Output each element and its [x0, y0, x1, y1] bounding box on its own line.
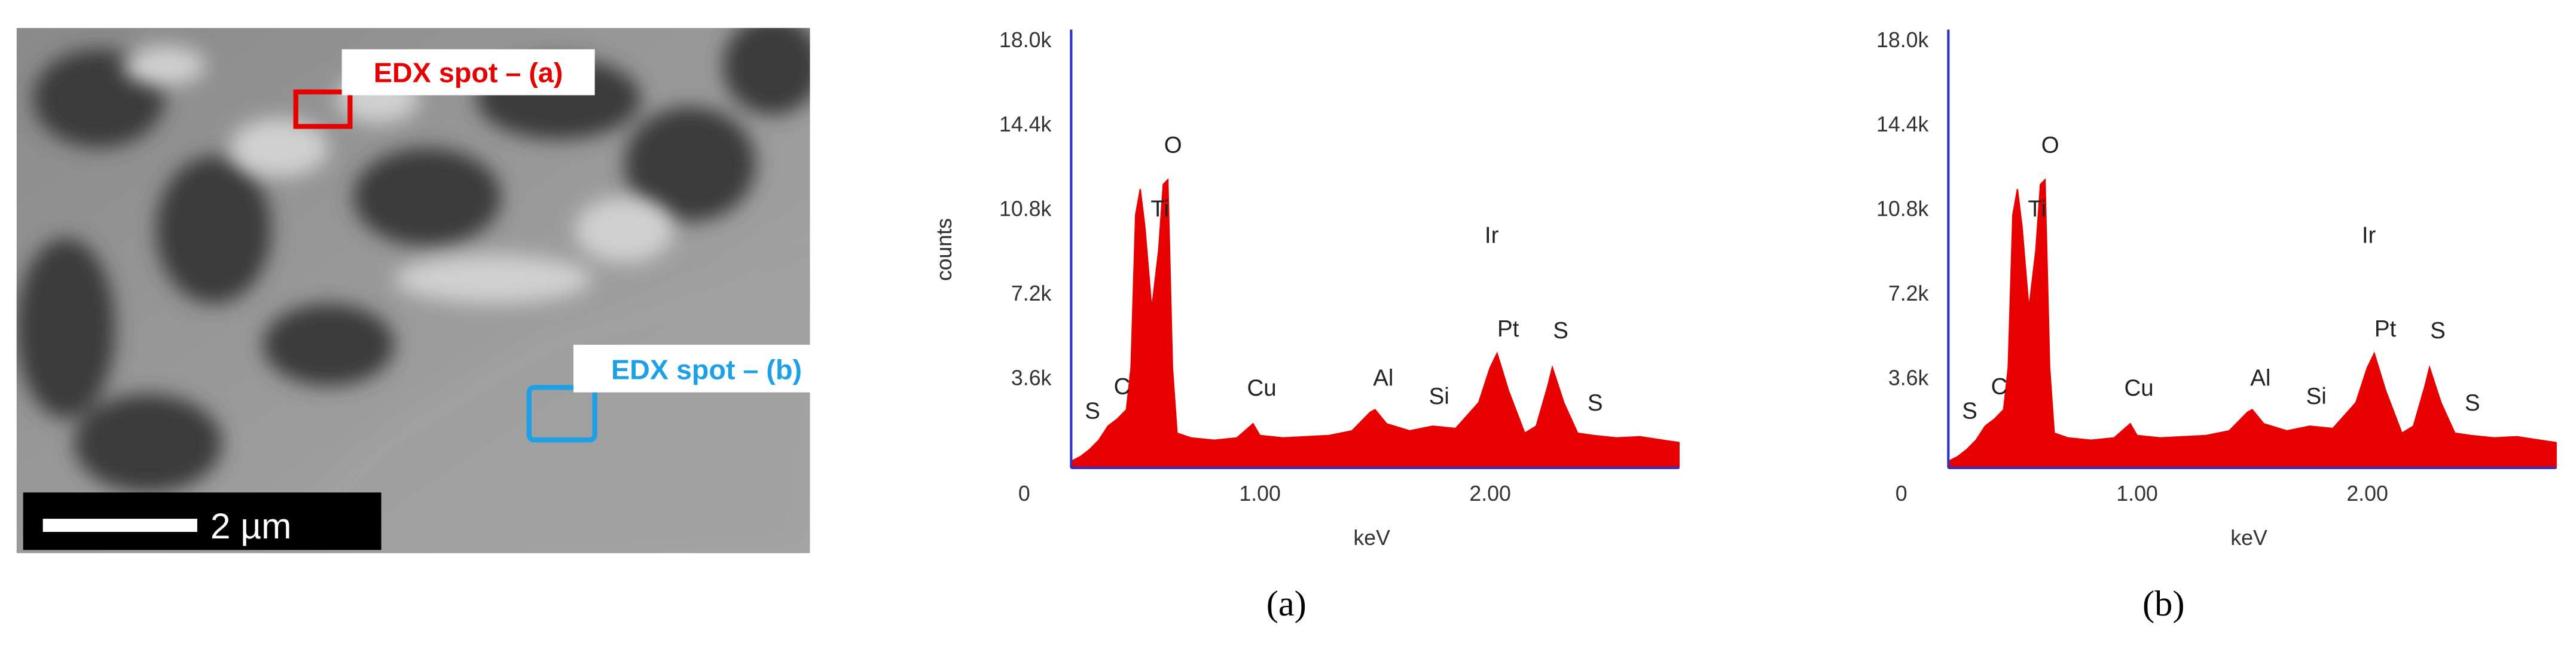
y-tick-label: 18.0k	[1876, 28, 1928, 52]
y-tick-label: 3.6k	[1888, 366, 1929, 390]
y-tick-label: 7.2k	[1011, 281, 1052, 305]
peak-label: S	[1588, 390, 1603, 416]
spot-label-a: EDX spot – (a)	[374, 57, 563, 88]
x-axis-label: keV	[1353, 526, 1390, 550]
peak-label: Cu	[1247, 375, 1276, 401]
x-tick-label: 1.00	[2116, 482, 2158, 506]
peak-label: Ti	[2028, 197, 2046, 222]
x-tick-label: 2.00	[2346, 482, 2388, 506]
peak-label: O	[2041, 132, 2059, 158]
peak-label: S	[1962, 399, 1977, 424]
peak-label: Si	[2306, 384, 2327, 409]
x-tick-label: 2.00	[1469, 482, 1510, 506]
y-axis-label: counts	[932, 218, 956, 281]
scale-bar	[42, 519, 197, 532]
peak-label: S	[2430, 318, 2446, 344]
x-axis-label: keV	[2230, 526, 2267, 550]
caption: (b)	[2142, 584, 2184, 624]
y-tick-label: 14.4k	[999, 112, 1051, 136]
peak-label: O	[1164, 132, 1182, 158]
y-tick-label: 10.8k	[999, 197, 1051, 221]
peak-label: Ir	[2362, 223, 2376, 249]
peak-label: C	[1991, 373, 2008, 399]
y-tick-label: 10.8k	[1876, 197, 1928, 221]
y-tick-label: 18.0k	[999, 28, 1051, 52]
scale-bar-label: 2 µm	[210, 506, 292, 546]
y-axis-label: counts	[932, 218, 956, 281]
y-tick-label: 7.2k	[1888, 281, 1929, 305]
peak-label: Ti	[1150, 197, 1169, 222]
peak-label: S	[1085, 399, 1100, 424]
peak-label: C	[1114, 373, 1131, 399]
y-tick-label: 0	[1018, 482, 1030, 506]
spot-box-a	[293, 89, 353, 129]
peak-label: Al	[1373, 366, 1393, 391]
y-tick-label: 0	[1896, 482, 1907, 506]
caption: (a)	[1266, 584, 1307, 624]
x-tick-label: 1.00	[1239, 482, 1281, 506]
peak-label: Al	[2250, 366, 2270, 391]
peak-label: Si	[1429, 384, 1449, 409]
spot-label-b: EDX spot – (b)	[611, 354, 802, 385]
spot-label-bg-b	[573, 344, 841, 393]
spectrum-area	[1948, 178, 2557, 469]
sem-image	[16, 27, 810, 553]
peak-label: Pt	[2374, 316, 2397, 342]
peak-label: S	[1553, 318, 1568, 344]
y-tick-label: 3.6k	[1011, 366, 1052, 390]
peak-label: Ir	[1485, 223, 1499, 249]
peak-label: Cu	[2124, 375, 2153, 401]
spot-box-b	[526, 385, 597, 443]
spot-label-bg-a	[341, 49, 595, 96]
peak-label: S	[2465, 390, 2480, 416]
spectrum-area	[1070, 178, 1680, 469]
peak-label: Pt	[1497, 316, 1519, 342]
y-tick-label: 14.4k	[1876, 112, 1928, 136]
